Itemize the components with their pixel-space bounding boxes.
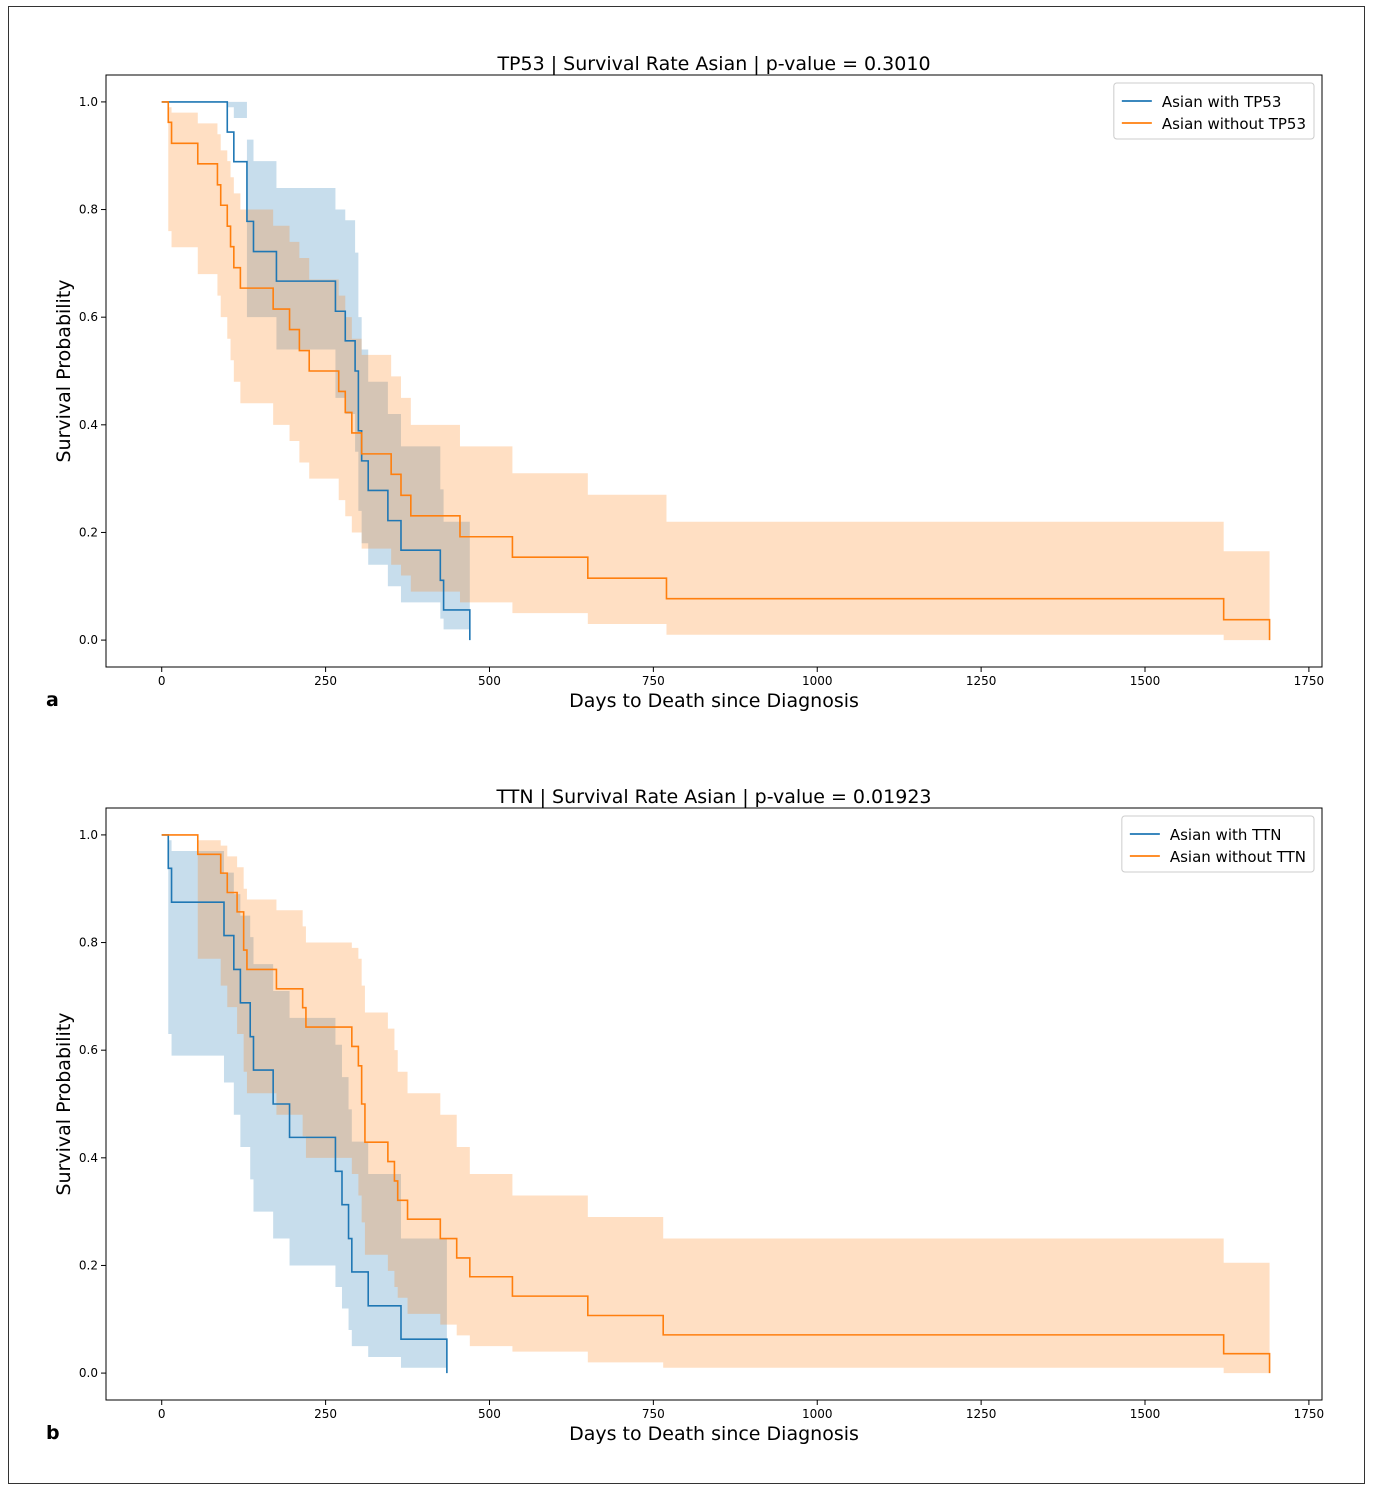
x-tick-label: 1250 — [966, 1407, 997, 1421]
x-axis-label: Days to Death since Diagnosis — [569, 1423, 859, 1445]
legend-entry-without: Asian without TTN — [1170, 848, 1306, 866]
legend-entry-without: Asian without TP53 — [1162, 115, 1306, 133]
panel-b: 0 250 500 750 1000 1250 1500 1750 0.0 0.2 0.4 0.6 0.… — [0, 733, 1373, 1453]
x-tick-label: 1250 — [966, 674, 997, 688]
legend: Asian with TP53 Asian without TP53 — [1113, 82, 1315, 140]
confidence-band-without — [161, 101, 1270, 641]
chart-tp53-survival: 0 250 500 750 1000 1250 1500 1750 0.0 0.2 0.4 0.6 0.… — [53, 53, 1325, 712]
panel-label-b: b — [46, 1422, 60, 1444]
survival-line-with — [161, 834, 448, 1374]
x-tick-label: 1000 — [802, 674, 833, 688]
legend-entry-with: Asian with TP53 — [1162, 93, 1282, 111]
y-tick-label: 1.0 — [79, 828, 98, 842]
survival-line-with — [161, 101, 471, 641]
legend-entry-with: Asian with TTN — [1170, 826, 1282, 844]
legend-box — [1121, 815, 1315, 873]
survival-line-without — [161, 834, 1271, 1374]
axes-frame — [105, 807, 1323, 1401]
confidence-band-without — [161, 834, 1270, 1374]
y-tick-label: 0.2 — [79, 1258, 98, 1272]
panel-a: 0 250 500 750 1000 1250 1500 1750 0.0 0.2 0.4 0.6 0.… — [0, 0, 1373, 720]
x-tick-label: 1500 — [1130, 1407, 1161, 1421]
y-tick-label: 0.0 — [79, 1366, 98, 1380]
x-tick-label: 750 — [642, 1407, 665, 1421]
y-tick-label: 0.6 — [79, 310, 98, 324]
y-tick-label: 0.8 — [79, 203, 98, 217]
x-tick-label: 0 — [158, 1407, 166, 1421]
chart-title: TP53 | Survival Rate Asian | p-value = 0… — [496, 53, 930, 75]
x-tick-label: 750 — [642, 674, 665, 688]
y-tick-label: 0.0 — [79, 633, 98, 647]
x-tick-label: 500 — [478, 674, 501, 688]
x-tick-label: 1500 — [1130, 674, 1161, 688]
panel-label-a: a — [46, 689, 59, 711]
x-tick-label: 250 — [314, 674, 337, 688]
x-tick-label: 500 — [478, 1407, 501, 1421]
y-tick-label: 0.6 — [79, 1043, 98, 1057]
y-axis-label: Survival Probability — [53, 1012, 75, 1195]
x-axis-label: Days to Death since Diagnosis — [569, 690, 859, 712]
legend: Asian with TTN Asian without TTN — [1121, 815, 1315, 873]
y-tick-label: 0.4 — [79, 1151, 98, 1165]
chart-ttn-survival: 0 250 500 750 1000 1250 1500 1750 0.0 0.2 0.4 0.6 0.… — [53, 786, 1325, 1445]
axes-frame — [105, 74, 1323, 668]
legend-box — [1113, 82, 1315, 140]
figure-frame — [8, 6, 1365, 1484]
x-tick-label: 1000 — [802, 1407, 833, 1421]
x-tick-label: 1750 — [1294, 1407, 1325, 1421]
confidence-band-with — [161, 101, 470, 641]
x-tick-label: 0 — [158, 674, 166, 688]
y-tick-label: 1.0 — [79, 95, 98, 109]
x-tick-label: 1750 — [1294, 674, 1325, 688]
confidence-band-with — [161, 834, 447, 1374]
y-tick-label: 0.2 — [79, 525, 98, 539]
y-axis-label: Survival Probability — [53, 279, 75, 462]
y-tick-label: 0.4 — [79, 418, 98, 432]
survival-line-without — [161, 101, 1271, 641]
x-tick-label: 250 — [314, 1407, 337, 1421]
y-tick-label: 0.8 — [79, 936, 98, 950]
chart-title: TTN | Survival Rate Asian | p-value = 0.… — [495, 786, 931, 808]
